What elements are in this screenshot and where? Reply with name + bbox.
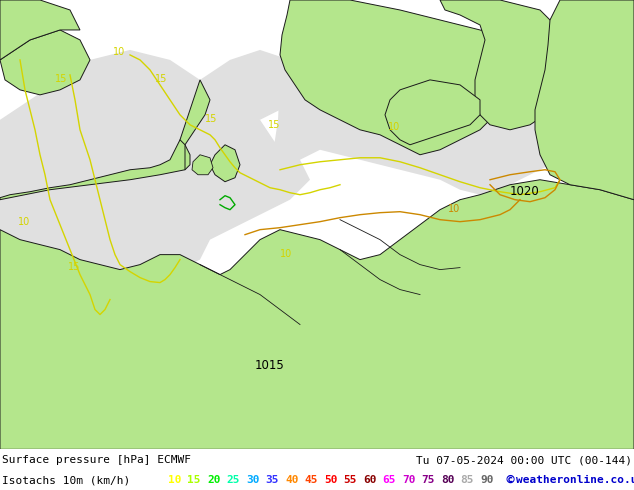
Polygon shape [210,145,240,182]
Polygon shape [535,0,634,200]
Text: 15: 15 [268,120,280,130]
Text: 15: 15 [155,74,167,84]
Polygon shape [0,180,634,449]
Polygon shape [178,80,210,170]
Text: 35: 35 [266,475,279,485]
Text: 30: 30 [246,475,259,485]
Text: 1015: 1015 [255,360,285,372]
Text: 15: 15 [68,262,81,271]
Polygon shape [0,50,310,319]
Text: 20: 20 [207,475,221,485]
Text: 80: 80 [441,475,455,485]
Polygon shape [0,0,80,60]
Text: 15: 15 [205,114,217,124]
Text: 45: 45 [304,475,318,485]
Polygon shape [385,80,480,145]
Text: 55: 55 [344,475,357,485]
Polygon shape [270,50,570,195]
Text: Surface pressure [hPa] ECMWF: Surface pressure [hPa] ECMWF [2,455,191,465]
Text: 10: 10 [448,204,460,214]
Polygon shape [0,30,90,95]
Text: 1020: 1020 [510,185,540,197]
Text: 25: 25 [226,475,240,485]
Text: 60: 60 [363,475,377,485]
Polygon shape [0,140,185,200]
Text: 65: 65 [382,475,396,485]
Polygon shape [200,50,310,120]
Text: 70: 70 [402,475,415,485]
Text: 90: 90 [480,475,493,485]
Polygon shape [192,155,213,175]
Polygon shape [440,0,570,130]
Text: Isotachs 10m (km/h): Isotachs 10m (km/h) [2,475,130,485]
Text: 75: 75 [422,475,435,485]
Text: 40: 40 [285,475,299,485]
Text: ©: © [504,475,515,485]
Text: Tu 07-05-2024 00:00 UTC (00-144): Tu 07-05-2024 00:00 UTC (00-144) [416,455,632,465]
Text: 10: 10 [280,248,292,259]
Text: 50: 50 [324,475,337,485]
Text: 15: 15 [188,475,201,485]
Text: 10: 10 [113,47,126,57]
Text: 15: 15 [55,74,67,84]
Text: weatheronline.co.uk: weatheronline.co.uk [516,475,634,485]
Text: 10: 10 [388,122,400,132]
Text: 10: 10 [18,217,30,227]
Polygon shape [280,0,520,155]
Text: 85: 85 [460,475,474,485]
Text: 10: 10 [168,475,181,485]
